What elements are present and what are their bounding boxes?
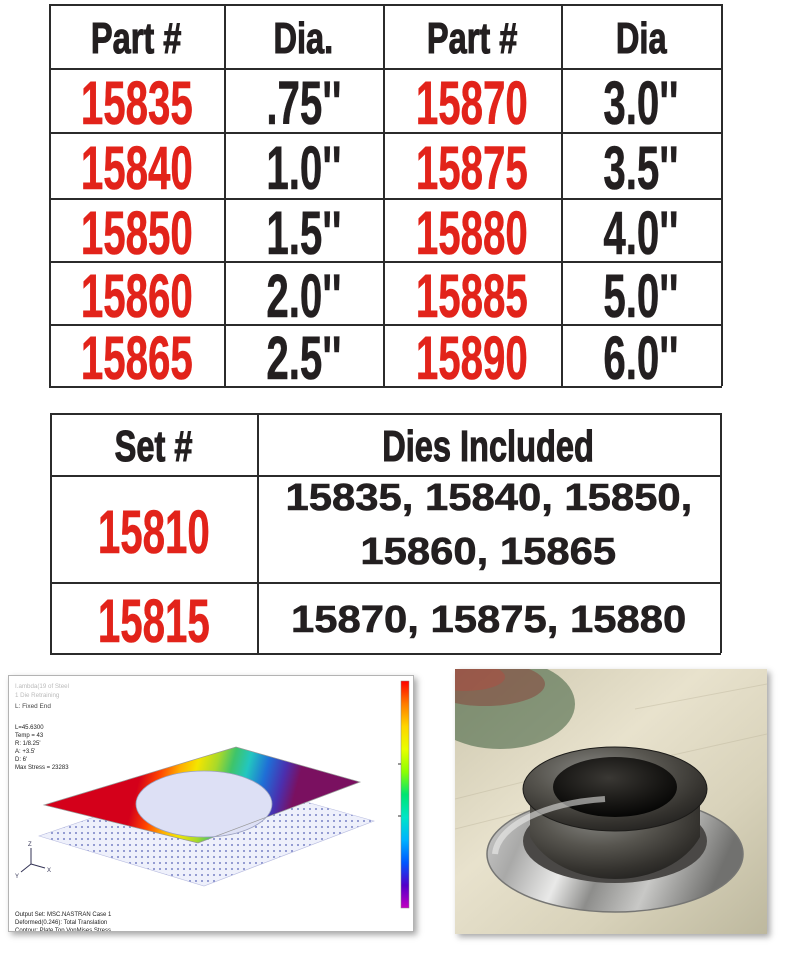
svg-text:Output Set: MSC.NASTRAN Case 1: Output Set: MSC.NASTRAN Case 1 (15, 912, 112, 918)
svg-text:Contour: Plate Top VonMises St: Contour: Plate Top VonMises Stress (15, 928, 111, 931)
svg-text:Deformed(0.246): Total Transla: Deformed(0.246): Total Translation (15, 920, 107, 926)
svg-text:Z: Z (28, 842, 32, 848)
svg-text:1 Die Retraining: 1 Die Retraining (15, 692, 60, 699)
svg-text:L: Fixed End: L: Fixed End (15, 703, 51, 710)
svg-text:L=45.6300: L=45.6300 (15, 725, 44, 731)
svg-text:Max Stress = 23283: Max Stress = 23283 (15, 765, 69, 771)
svg-text:Temp = 43: Temp = 43 (15, 733, 44, 739)
svg-text:I.ambda(19 of Steel: I.ambda(19 of Steel (15, 683, 69, 690)
svg-text:Y: Y (15, 874, 19, 880)
svg-text:R: 1/8.25': R: 1/8.25' (15, 741, 41, 747)
svg-text:A: +3.5': A: +3.5' (15, 749, 35, 755)
svg-text:D: 6': D: 6' (15, 757, 27, 763)
svg-text:X: X (47, 868, 51, 874)
